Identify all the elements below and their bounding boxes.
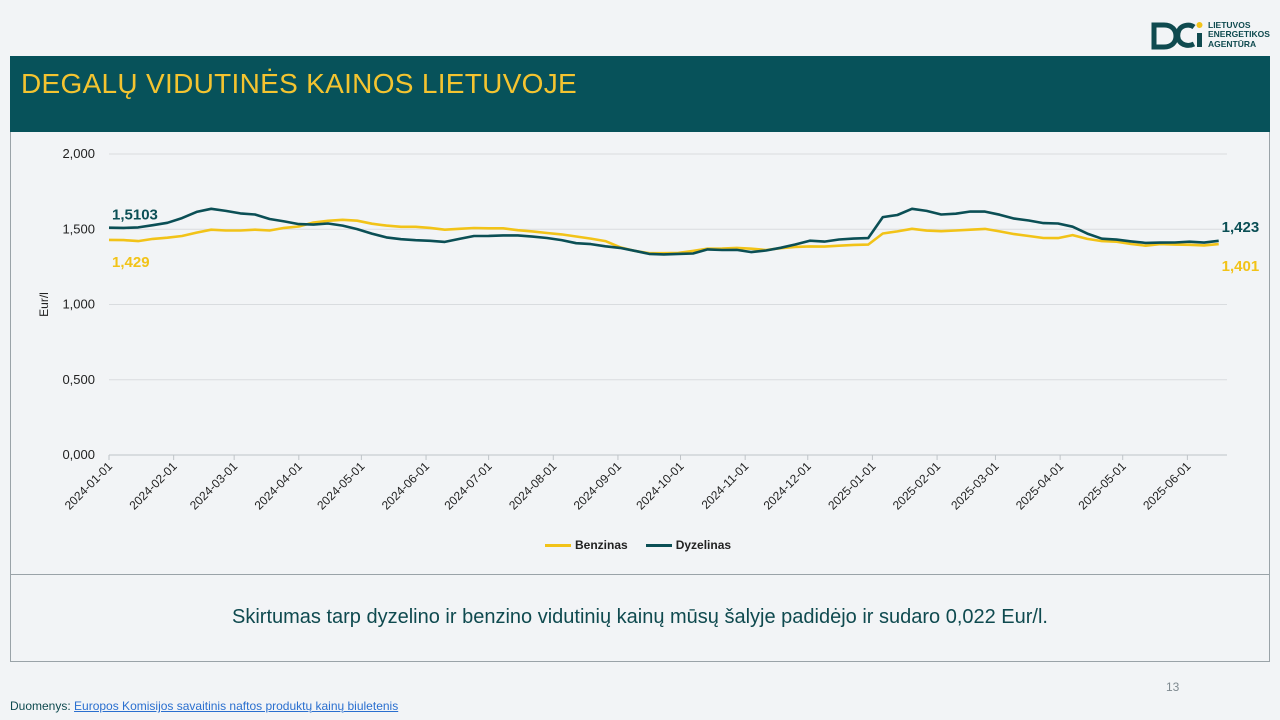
legend-swatch-benzinas <box>545 543 571 547</box>
chart-container: 0,000 0,500 1,000 1,500 2,000 Eur/l 2024-01-01… <box>10 132 1270 574</box>
data-label-benzinas-start: 1,429 <box>112 254 150 271</box>
header-banner: DEGALŲ VIDUTINĖS KAINOS LIETUVOJE <box>10 56 1270 132</box>
x-tick-label: 2024-11-01 <box>699 459 752 512</box>
logo-line-1: LIETUVOS <box>1208 19 1251 30</box>
page-number: 13 <box>1166 680 1180 694</box>
legend-label-benzinas: Benzinas <box>575 538 628 552</box>
data-label-dyzelinas-end: 1,423 <box>1222 219 1260 236</box>
x-tick-label: 2025-01-01 <box>825 459 879 513</box>
y-tick-label: 2,000 <box>62 146 95 161</box>
source-prefix: Duomenys: <box>10 699 75 713</box>
legend-item-dyzelinas: Dyzelinas <box>645 538 732 552</box>
x-tick-label: 2024-08-01 <box>506 459 560 513</box>
source-link[interactable]: Europos Komisijos savaitinis naftos prod… <box>74 699 399 713</box>
summary-box: Skirtumas tarp dyzelino ir benzino vidut… <box>10 574 1270 662</box>
logo-text: LIETUVOS ENERGETIKOS AGENTŪRA <box>1208 19 1270 50</box>
x-tick-label: 2024-10-01 <box>633 459 687 513</box>
y-tick-label: 1,000 <box>62 297 95 312</box>
legend-label-dyzelinas: Dyzelinas <box>675 538 732 552</box>
series-line-benzinas <box>108 218 1219 255</box>
data-label-dyzelinas-start: 1,5103 <box>112 207 158 224</box>
x-tick-label: 2025-03-01 <box>948 459 1002 513</box>
y-tick-label: 0,500 <box>62 372 95 387</box>
x-tick-label: 2024-07-01 <box>441 459 495 513</box>
page-title: DEGALŲ VIDUTINĖS KAINOS LIETUVOJE <box>21 68 578 99</box>
x-tick-label: 2025-06-01 <box>1140 459 1194 513</box>
legend-swatch-dyzelinas <box>645 543 672 547</box>
series-line-dyzelinas <box>108 207 1219 256</box>
y-tick-label: 0,000 <box>62 447 95 462</box>
source-line: Duomenys: Europos Komisijos savaitinis n… <box>10 699 398 713</box>
x-tick-label: 2024-01-01 <box>62 459 116 513</box>
y-tick-label: 1,500 <box>62 221 95 236</box>
x-tick-label: 2024-06-01 <box>379 459 433 513</box>
x-tick-label: 2024-03-01 <box>187 459 241 513</box>
lea-logo-icon <box>1151 22 1203 50</box>
data-label-benzinas-end: 1,401 <box>1222 258 1260 275</box>
x-tick-label: 2024-02-01 <box>126 459 180 513</box>
logo-line-3: AGENTŪRA <box>1208 38 1257 49</box>
x-tick-label: 2024-12-01 <box>761 459 815 513</box>
logo: LIETUVOS ENERGETIKOS AGENTŪRA <box>1150 18 1270 52</box>
x-tick-label: 2024-05-01 <box>314 459 368 513</box>
logo-line-2: ENERGETIKOS <box>1208 29 1270 40</box>
x-tick-label: 2024-04-01 <box>252 459 306 513</box>
line-chart: 0,000 0,500 1,000 1,500 2,000 Eur/l 2024-01-01… <box>37 146 1260 513</box>
x-tick-label: 2025-04-01 <box>1013 459 1067 513</box>
y-axis-label: Eur/l <box>37 292 51 317</box>
x-tick-label: 2025-02-01 <box>890 459 944 513</box>
legend-item-benzinas: Benzinas <box>545 538 628 552</box>
x-tick-label: 2025-05-01 <box>1076 459 1130 513</box>
chart-legend: Benzinas Dyzelinas <box>545 538 731 552</box>
summary-text: Skirtumas tarp dyzelino ir benzino vidut… <box>232 606 1048 628</box>
x-tick-label: 2024-09-01 <box>571 459 625 513</box>
